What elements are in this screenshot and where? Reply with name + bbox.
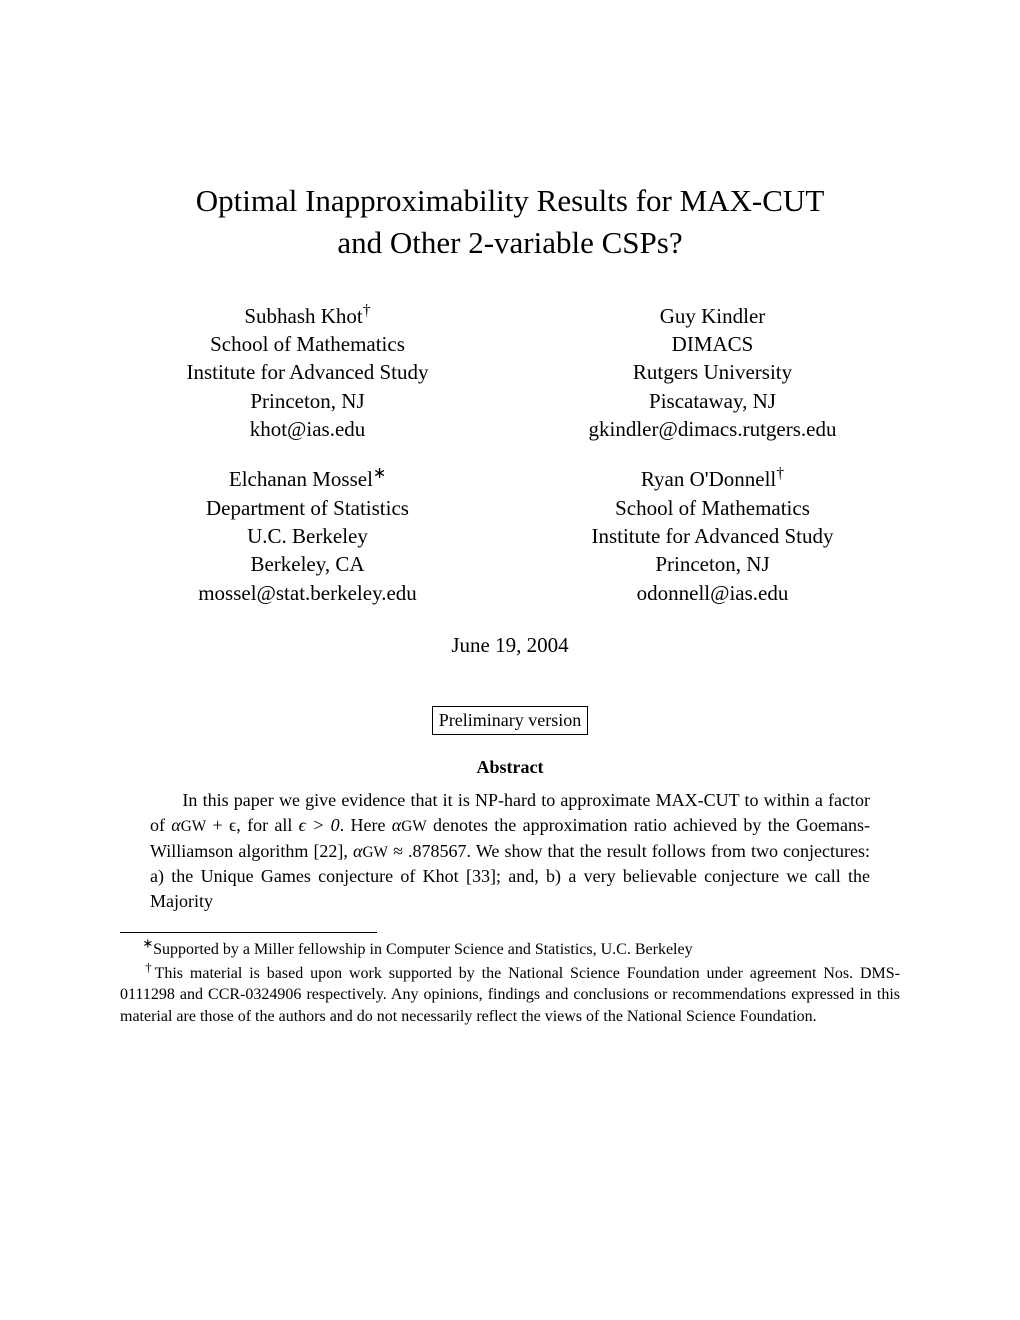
- footnote-mark-dagger: †: [142, 960, 154, 974]
- author-name-3: Elchanan Mossel∗: [120, 465, 495, 493]
- abstract-text: . Here: [340, 815, 392, 835]
- author-block-4: Ryan O'Donnell† School of Mathematics In…: [525, 465, 900, 607]
- author-name-4: Ryan O'Donnell†: [525, 465, 900, 493]
- version-box: Preliminary version: [432, 706, 588, 735]
- author-block-1: Subhash Khot† School of Mathematics Inst…: [120, 302, 495, 444]
- author-block-3: Elchanan Mossel∗ Department of Statistic…: [120, 465, 495, 607]
- title-line-2: and Other 2-variable CSPs?: [337, 225, 682, 260]
- alpha-symbol: α: [392, 815, 401, 835]
- affil-line: Institute for Advanced Study: [525, 522, 900, 550]
- author-email: gkindler@dimacs.rutgers.edu: [525, 415, 900, 443]
- author-email: mossel@stat.berkeley.edu: [120, 579, 495, 607]
- affil-line: Princeton, NJ: [120, 387, 495, 415]
- alpha-symbol: α: [171, 815, 180, 835]
- author-name-1: Subhash Khot†: [120, 302, 495, 330]
- author-email: khot@ias.edu: [120, 415, 495, 443]
- author-block-2: Guy Kindler DIMACS Rutgers University Pi…: [525, 302, 900, 444]
- affil-line: DIMACS: [525, 330, 900, 358]
- footnote-star: ∗Supported by a Miller fellowship in Com…: [120, 939, 900, 961]
- paper-title: Optimal Inapproximability Results for MA…: [120, 180, 900, 264]
- footnote-dagger: †This material is based upon work suppor…: [120, 963, 900, 1028]
- affil-line: Institute for Advanced Study: [120, 358, 495, 386]
- abstract-body: In this paper we give evidence that it i…: [150, 788, 870, 914]
- affil-line: Rutgers University: [525, 358, 900, 386]
- footnotes: ∗Supported by a Miller fellowship in Com…: [120, 939, 900, 1027]
- abstract-heading: Abstract: [120, 757, 900, 778]
- footnote-rule: [120, 932, 377, 933]
- paper-date: June 19, 2004: [120, 633, 900, 658]
- affil-line: Department of Statistics: [120, 494, 495, 522]
- authors-grid: Subhash Khot† School of Mathematics Inst…: [120, 302, 900, 607]
- gw-subscript: GW: [401, 818, 427, 835]
- paper-page: Optimal Inapproximability Results for MA…: [0, 0, 1020, 1320]
- affil-line: Piscataway, NJ: [525, 387, 900, 415]
- epsilon-gt-zero: ϵ > 0: [299, 815, 340, 835]
- gw-subscript: GW: [181, 818, 207, 835]
- author-email: odonnell@ias.edu: [525, 579, 900, 607]
- affil-line: School of Mathematics: [120, 330, 495, 358]
- affil-line: Berkeley, CA: [120, 550, 495, 578]
- title-line-1: Optimal Inapproximability Results for MA…: [196, 183, 825, 218]
- affil-line: U.C. Berkeley: [120, 522, 495, 550]
- gw-subscript: GW: [362, 844, 388, 861]
- affil-line: Princeton, NJ: [525, 550, 900, 578]
- abstract-text: + ϵ, for all: [206, 815, 298, 835]
- author-name-2: Guy Kindler: [525, 302, 900, 330]
- footnote-mark-star: ∗: [142, 937, 153, 951]
- affil-line: School of Mathematics: [525, 494, 900, 522]
